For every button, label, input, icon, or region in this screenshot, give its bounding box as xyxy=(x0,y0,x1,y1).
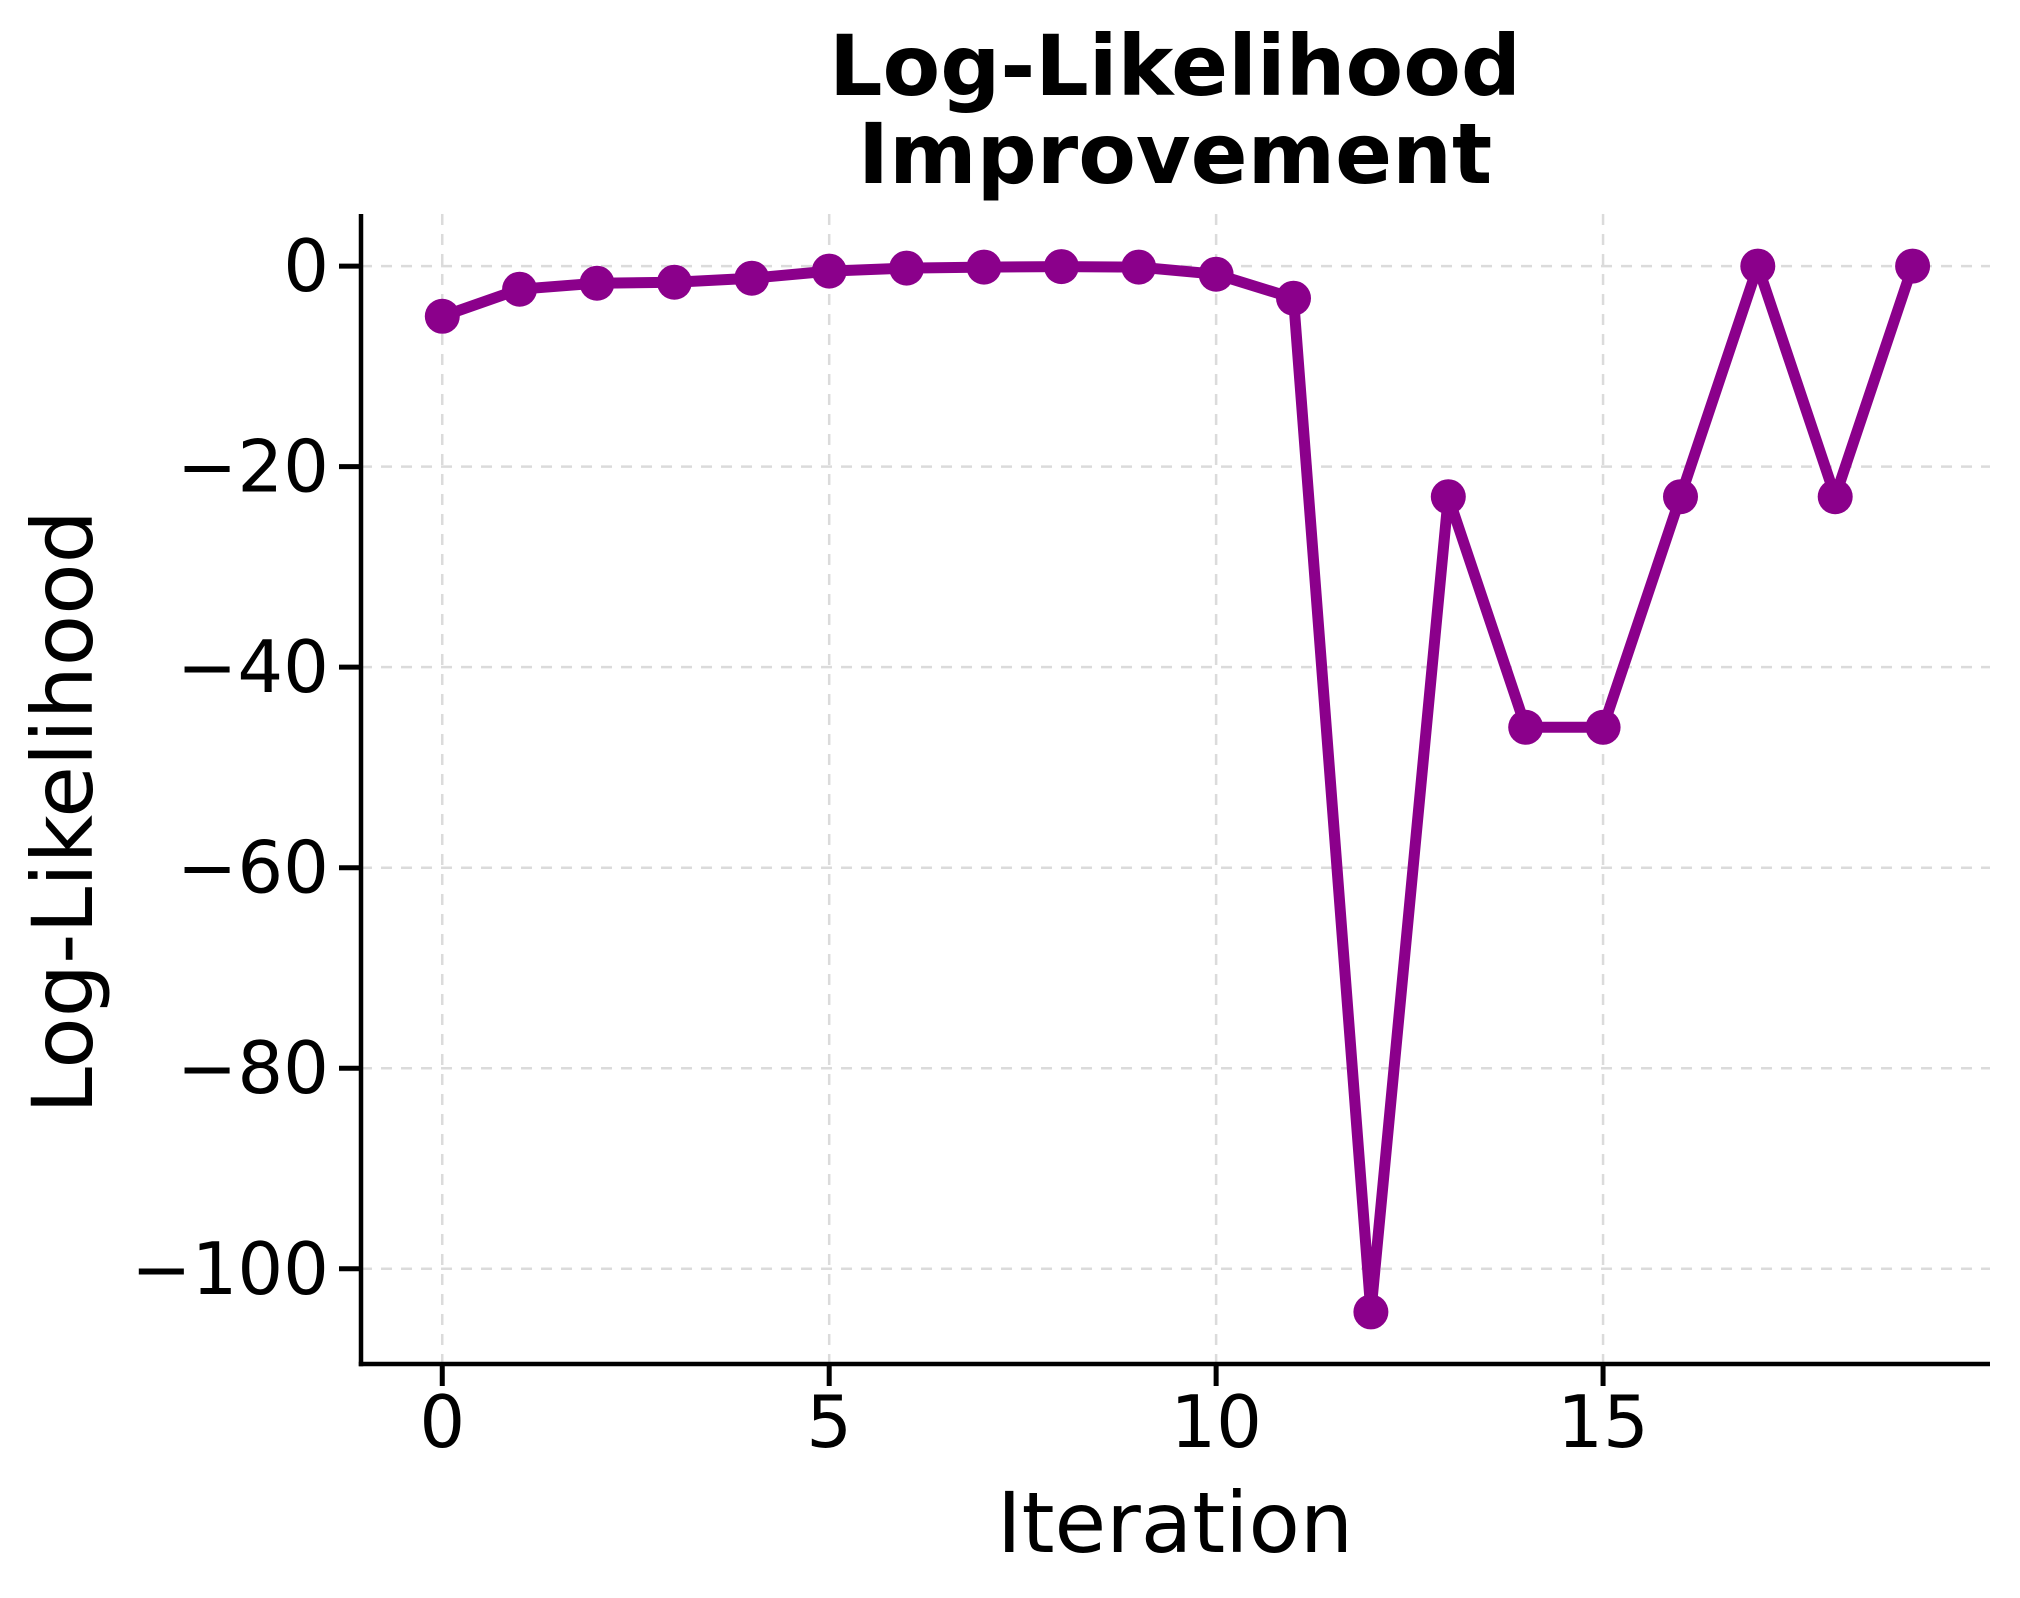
y-tick-label: −60 xyxy=(177,826,329,910)
x-tick-label: 5 xyxy=(806,1380,852,1464)
axes-spines xyxy=(358,214,1990,1367)
y-tick-label: −100 xyxy=(131,1227,329,1311)
data-point-13 xyxy=(1430,479,1466,515)
x-tick-label: 15 xyxy=(1557,1380,1649,1464)
chart-title-line2: Improvement xyxy=(858,105,1492,203)
data-point-4 xyxy=(734,260,770,296)
y-tick-label: −40 xyxy=(177,625,329,709)
y-tick-label: −20 xyxy=(177,425,329,509)
data-point-0 xyxy=(424,298,460,334)
x-tick-label: 0 xyxy=(419,1380,465,1464)
data-point-16 xyxy=(1663,479,1698,515)
data-point-14 xyxy=(1508,709,1544,745)
y-axis-label: Log-Likelihood xyxy=(14,510,112,1114)
tick-labels: 0 −20 −40 −60 −80 −100 0 5 10 15 xyxy=(131,224,1649,1464)
data-series xyxy=(424,248,1931,1330)
data-point-2 xyxy=(579,265,615,301)
y-tick-label: 0 xyxy=(283,224,329,308)
data-point-19 xyxy=(1895,248,1931,284)
data-point-6 xyxy=(889,250,925,286)
data-point-9 xyxy=(1121,249,1157,285)
data-point-15 xyxy=(1585,709,1621,745)
axis-ticks xyxy=(339,263,1606,1386)
x-tick-label: 10 xyxy=(1170,1380,1262,1464)
data-point-8 xyxy=(1043,249,1079,285)
x-axis-label: Iteration xyxy=(997,1474,1353,1572)
data-point-18 xyxy=(1817,479,1853,515)
y-tick-label: −80 xyxy=(177,1026,329,1110)
data-point-1 xyxy=(502,271,538,307)
data-point-7 xyxy=(966,249,1002,285)
data-point-10 xyxy=(1198,256,1234,292)
data-point-5 xyxy=(811,253,847,289)
data-point-17 xyxy=(1740,248,1776,284)
data-point-11 xyxy=(1276,280,1311,316)
data-point-12 xyxy=(1353,1294,1389,1330)
chart-title-line1: Log-Likelihood xyxy=(829,17,1521,115)
data-point-3 xyxy=(656,264,692,300)
